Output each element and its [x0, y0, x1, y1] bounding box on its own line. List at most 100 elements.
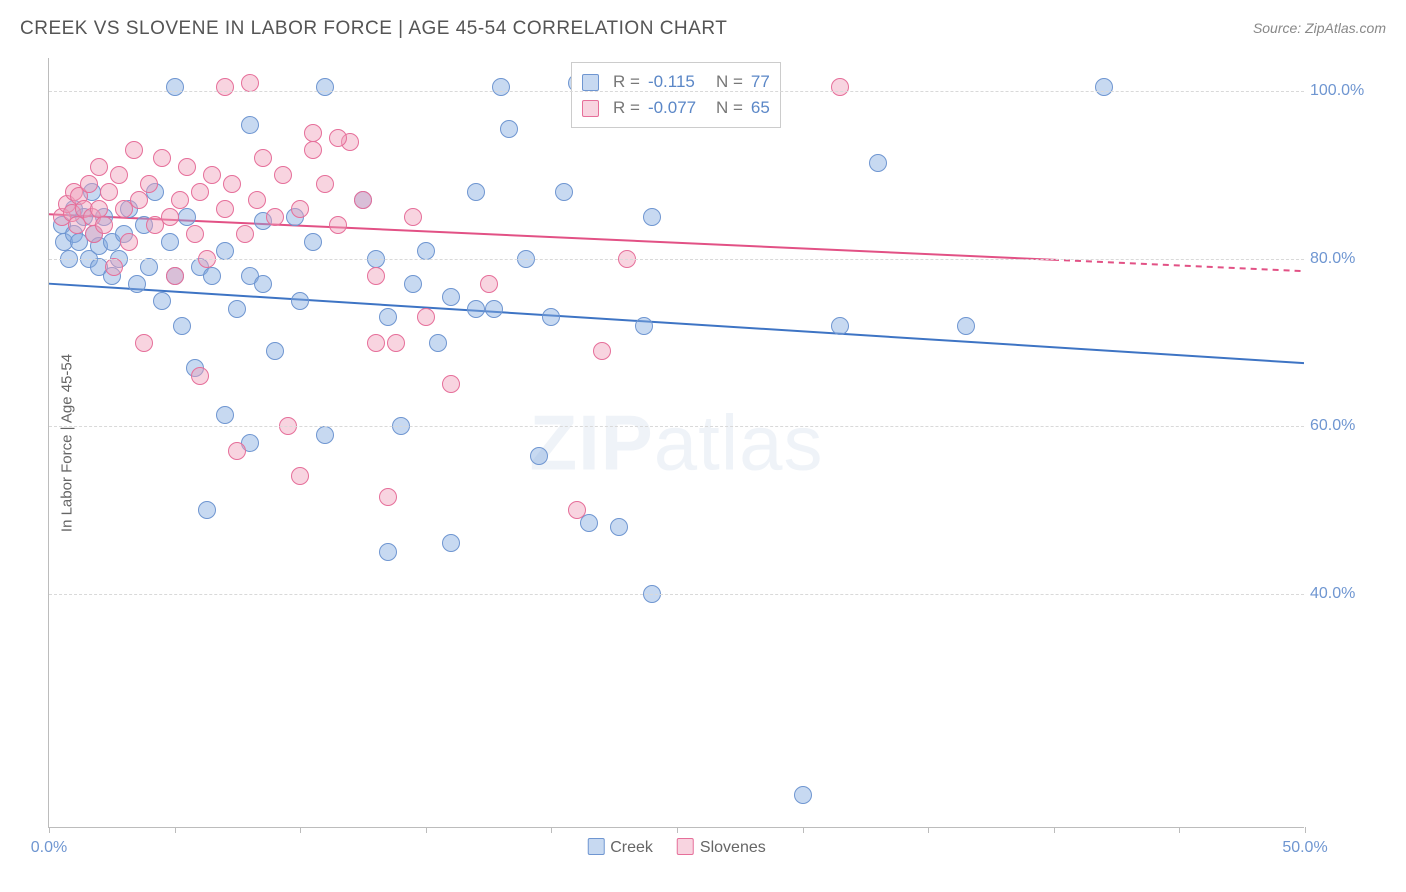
scatter-point — [467, 300, 485, 318]
scatter-point — [291, 200, 309, 218]
scatter-point — [254, 275, 272, 293]
x-tick-label: 50.0% — [1282, 839, 1327, 857]
scatter-point — [103, 267, 121, 285]
scatter-point — [404, 275, 422, 293]
chart-container: CREEK VS SLOVENE IN LABOR FORCE | AGE 45… — [0, 0, 1406, 892]
scatter-point — [248, 191, 266, 209]
scatter-point — [442, 375, 460, 393]
scatter-point — [75, 208, 93, 226]
plot-area: In Labor Force | Age 45-54 ZIPatlas R = … — [48, 58, 1304, 828]
scatter-point — [500, 120, 518, 138]
scatter-point — [241, 116, 259, 134]
scatter-point — [266, 342, 284, 360]
scatter-point — [241, 434, 259, 452]
legend-label: Creek — [610, 839, 653, 856]
scatter-point — [223, 175, 241, 193]
scatter-point — [304, 233, 322, 251]
scatter-point — [173, 317, 191, 335]
scatter-point — [241, 267, 259, 285]
scatter-point — [542, 308, 560, 326]
scatter-point — [228, 442, 246, 460]
scatter-point — [429, 334, 447, 352]
scatter-point — [140, 258, 158, 276]
scatter-point — [480, 275, 498, 293]
scatter-point — [593, 342, 611, 360]
scatter-point — [367, 334, 385, 352]
y-tick-label: 40.0% — [1310, 585, 1390, 603]
n-value: 65 — [751, 95, 770, 121]
scatter-point — [178, 158, 196, 176]
n-label: N = — [716, 95, 743, 121]
y-tick-label: 80.0% — [1310, 250, 1390, 268]
scatter-point — [555, 183, 573, 201]
scatter-point — [329, 216, 347, 234]
scatter-point — [387, 334, 405, 352]
legend-bottom: CreekSlovenes — [587, 838, 766, 857]
scatter-point — [153, 149, 171, 167]
scatter-point — [957, 317, 975, 335]
x-tick — [1179, 827, 1180, 833]
trend-line — [49, 284, 1304, 363]
x-tick — [426, 827, 427, 833]
scatter-point — [216, 406, 234, 424]
scatter-point — [105, 258, 123, 276]
scatter-point — [186, 359, 204, 377]
scatter-point — [70, 187, 88, 205]
scatter-point — [65, 200, 83, 218]
x-tick-label: 0.0% — [31, 839, 67, 857]
scatter-point — [530, 447, 548, 465]
scatter-point — [55, 233, 73, 251]
scatter-point — [128, 275, 146, 293]
scatter-point — [65, 225, 83, 243]
trend-line-dashed — [1053, 260, 1304, 271]
scatter-point — [291, 292, 309, 310]
scatter-point — [568, 501, 586, 519]
scatter-point — [103, 233, 121, 251]
scatter-point — [228, 300, 246, 318]
scatter-point — [75, 200, 93, 218]
scatter-point — [100, 183, 118, 201]
correlation-stats-box: R = -0.115N =77R =-0.077N =65 — [571, 62, 781, 128]
scatter-point — [216, 78, 234, 96]
scatter-point — [166, 78, 184, 96]
grid-line — [49, 259, 1304, 260]
scatter-point — [274, 166, 292, 184]
scatter-point — [90, 258, 108, 276]
legend-swatch — [582, 100, 599, 117]
scatter-point — [216, 242, 234, 260]
scatter-point — [53, 208, 71, 226]
scatter-point — [341, 133, 359, 151]
scatter-point — [198, 501, 216, 519]
y-tick-label: 100.0% — [1310, 82, 1390, 100]
grid-line — [49, 594, 1304, 595]
scatter-point — [90, 200, 108, 218]
scatter-point — [1095, 78, 1113, 96]
scatter-point — [485, 300, 503, 318]
legend-swatch — [582, 74, 599, 91]
scatter-point — [379, 488, 397, 506]
scatter-point — [794, 786, 812, 804]
scatter-layer — [49, 58, 1304, 827]
scatter-point — [236, 225, 254, 243]
scatter-point — [254, 212, 272, 230]
scatter-point — [492, 78, 510, 96]
scatter-point — [266, 208, 284, 226]
scatter-point — [161, 233, 179, 251]
x-tick — [300, 827, 301, 833]
scatter-point — [304, 124, 322, 142]
scatter-point — [354, 191, 372, 209]
scatter-point — [467, 183, 485, 201]
scatter-point — [442, 288, 460, 306]
x-tick — [1054, 827, 1055, 833]
scatter-point — [831, 78, 849, 96]
scatter-point — [610, 518, 628, 536]
scatter-point — [286, 208, 304, 226]
scatter-point — [354, 191, 372, 209]
scatter-point — [120, 200, 138, 218]
scatter-point — [304, 141, 322, 159]
scatter-point — [316, 78, 334, 96]
x-tick — [49, 827, 50, 833]
x-tick — [803, 827, 804, 833]
scatter-point — [58, 195, 76, 213]
trend-line — [49, 214, 1053, 259]
